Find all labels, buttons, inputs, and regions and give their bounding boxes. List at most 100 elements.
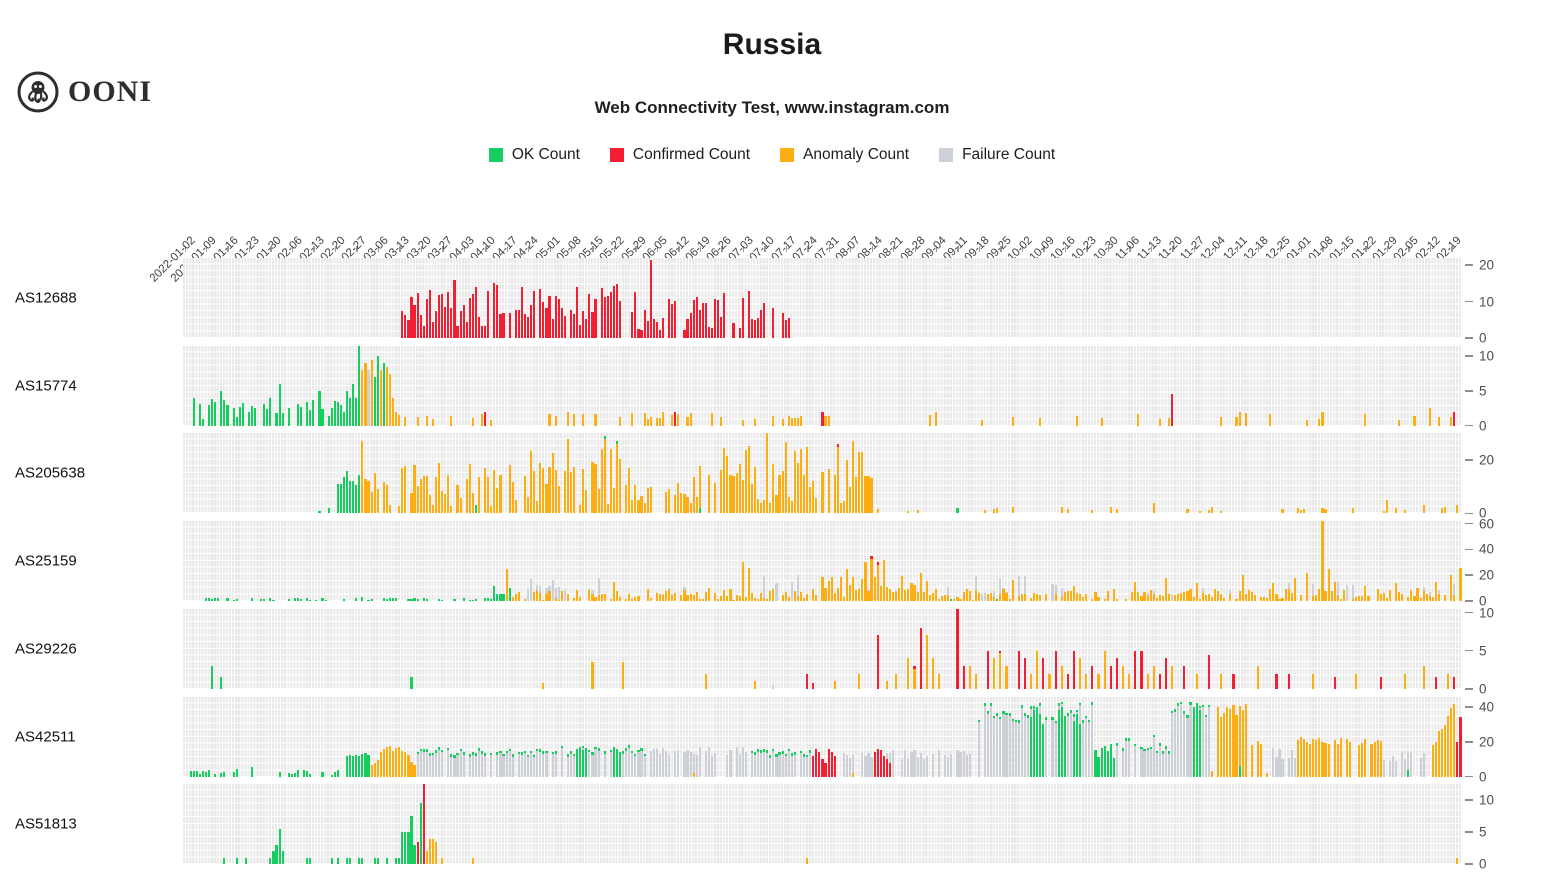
bar-a	[505, 568, 508, 602]
bar-a	[425, 851, 428, 865]
bar-a	[1060, 665, 1063, 689]
bar-c	[738, 327, 741, 338]
bar-a	[572, 413, 576, 426]
bar-tip	[456, 752, 459, 756]
bar-a	[1416, 588, 1419, 602]
bar-a	[796, 463, 800, 514]
bar-a	[554, 416, 557, 426]
bar-a	[661, 411, 665, 426]
bar-o	[698, 508, 701, 514]
bar-a	[609, 448, 612, 514]
bar-c	[753, 320, 757, 338]
bar-f	[1017, 720, 1020, 777]
bar-a	[1437, 594, 1441, 602]
bar-a	[572, 467, 576, 514]
bar-a	[698, 598, 701, 602]
bar-c	[404, 315, 407, 338]
bar-f	[686, 750, 689, 777]
bar-a	[1109, 506, 1112, 514]
bar-o	[189, 771, 192, 777]
bar-c	[683, 329, 686, 338]
bar-c	[643, 310, 646, 338]
bar-c	[579, 324, 582, 338]
bar-c	[572, 313, 576, 338]
bar-a	[554, 469, 557, 514]
bar-tip	[1171, 710, 1174, 714]
bar-o	[1195, 703, 1198, 777]
bar-a	[836, 444, 839, 514]
bar-tip	[913, 665, 916, 669]
bar-f	[861, 752, 864, 777]
bar-tip	[453, 755, 456, 758]
bar-a	[1296, 739, 1299, 777]
bar-a	[1029, 673, 1033, 689]
bar-f	[913, 750, 916, 777]
bar-a	[1217, 591, 1220, 602]
bar-a	[594, 597, 597, 602]
bar-a	[1220, 510, 1223, 514]
bar-o	[499, 594, 502, 602]
bar-a	[523, 475, 527, 514]
bar-o	[490, 599, 493, 602]
bar-f	[674, 750, 677, 777]
bar-a	[855, 590, 858, 602]
bar-o	[223, 771, 226, 777]
bar-a	[1137, 592, 1140, 602]
bar-a	[1401, 593, 1404, 602]
bar-a	[410, 761, 413, 777]
bar-a	[628, 467, 631, 514]
bar-tip	[441, 749, 444, 753]
bar-a	[833, 475, 836, 514]
bar-o	[198, 774, 201, 777]
bar-tip	[603, 436, 606, 439]
y-tick-mark	[1465, 300, 1473, 303]
bar-a	[895, 673, 898, 689]
bar-tip	[781, 751, 784, 754]
bar-o	[413, 598, 416, 602]
bar-o	[235, 599, 238, 602]
bar-a	[545, 484, 548, 514]
bar-tip	[622, 751, 625, 755]
bar-a	[821, 577, 824, 602]
bar-f	[772, 748, 775, 777]
bar-a	[1318, 419, 1321, 426]
bar-a	[974, 673, 977, 689]
bar-a	[839, 502, 842, 514]
bar-f	[462, 752, 465, 777]
bar-tip	[876, 562, 879, 565]
bar-c	[661, 318, 665, 338]
bar-tip	[787, 748, 790, 752]
bar-a	[695, 592, 698, 602]
bar-a	[910, 582, 913, 602]
bar-f	[560, 745, 563, 777]
bar-c	[508, 313, 511, 338]
bar-a	[714, 483, 717, 514]
bar-c	[885, 759, 888, 777]
bar-f	[1023, 576, 1026, 602]
bar-tip	[1023, 713, 1026, 716]
y-tick-label: 5	[1479, 383, 1487, 399]
bar-a	[720, 596, 723, 602]
bar-o	[247, 411, 250, 426]
bar-a	[1379, 593, 1382, 602]
bar-a	[1149, 590, 1152, 602]
bar-a	[993, 508, 996, 514]
bar-tip	[1039, 703, 1042, 706]
bar-a	[459, 497, 462, 514]
bar-f	[422, 748, 425, 777]
bar-f	[1088, 719, 1091, 777]
bar-a	[395, 747, 398, 777]
bar-tip	[1017, 720, 1020, 723]
bar-a	[1100, 417, 1103, 426]
bar-f	[447, 747, 450, 777]
bar-a	[628, 593, 631, 602]
bar-o	[333, 771, 336, 777]
bar-tip	[763, 749, 766, 752]
y-tick-label: 20	[1479, 734, 1495, 750]
bar-a	[434, 841, 438, 865]
bar-a	[692, 773, 695, 777]
bar-a	[1266, 773, 1269, 777]
bar-o	[300, 598, 303, 602]
bar-a	[1171, 665, 1174, 689]
bar-a	[1168, 594, 1171, 602]
